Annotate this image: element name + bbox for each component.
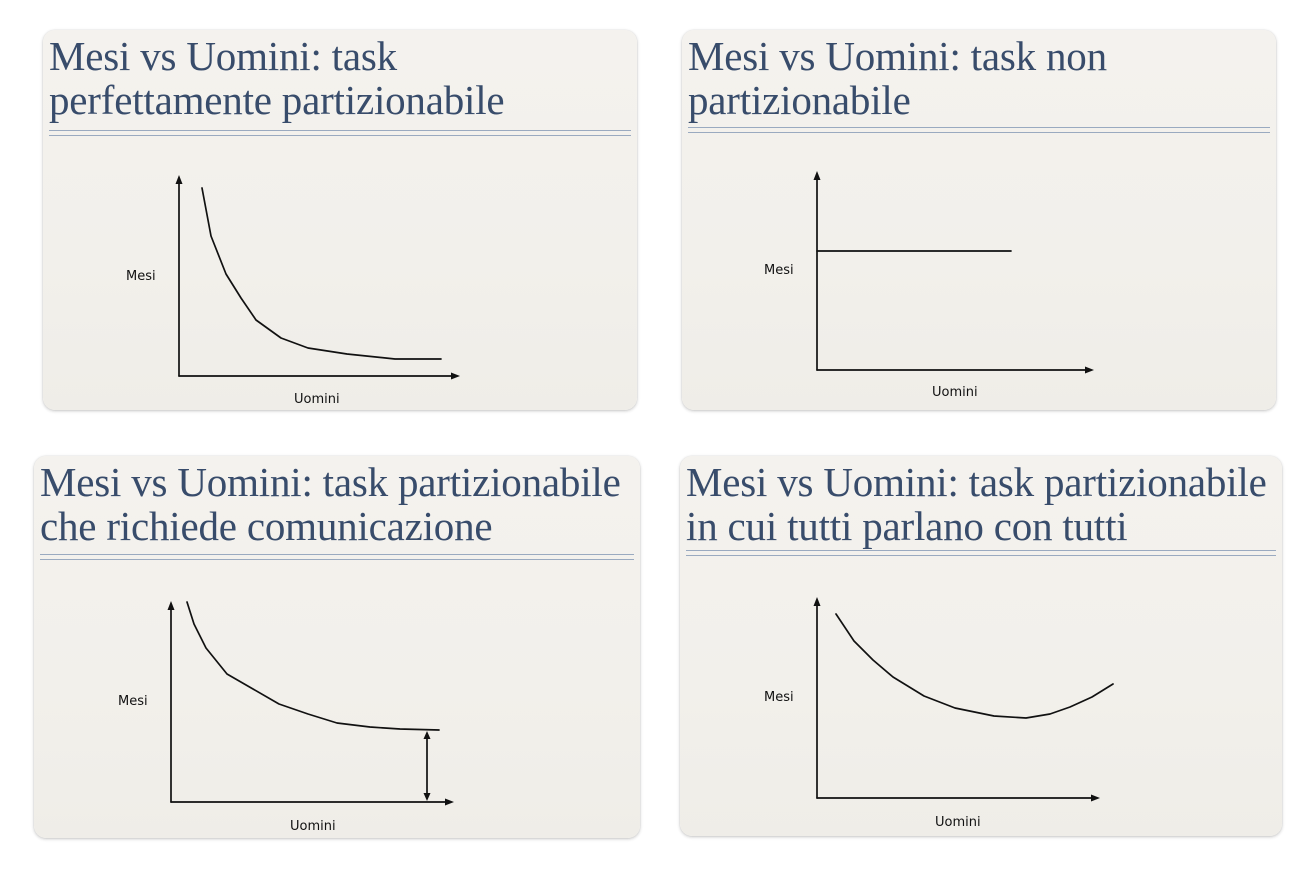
slide-title-line-2: che richiede comunicazione (40, 503, 493, 549)
slide-title: Mesi vs Uomini: task partizionabile che … (40, 460, 621, 548)
x-axis-label: Uomini (290, 819, 336, 834)
slide-title-line-1: Mesi vs Uomini: task (49, 33, 397, 79)
y-axis-arrowhead (167, 601, 175, 610)
diagram: Mesi Uomini (118, 601, 454, 834)
title-divider (686, 550, 1276, 556)
curve-decreasing (201, 187, 442, 360)
minimum-marker-arrowhead-top (423, 731, 431, 739)
title-divider (49, 130, 631, 136)
x-axis-arrowhead (1085, 366, 1094, 374)
x-axis-label: Uomini (935, 815, 981, 830)
x-axis-label: Uomini (294, 392, 340, 407)
slide-perfectly-partitionable: Mesi vs Uomini: task perfettamente parti… (43, 30, 637, 410)
x-axis-arrowhead (1091, 794, 1100, 802)
slide-title-line-2: in cui tutti parlano con tutti (686, 503, 1128, 549)
title-divider (40, 554, 634, 560)
diagram: Mesi Uomini (764, 597, 1114, 830)
diagram: Mesi Uomini (126, 175, 460, 407)
y-axis-label: Mesi (764, 263, 794, 278)
minimum-marker-arrowhead-bottom (423, 793, 431, 801)
slide-title-line-1: Mesi vs Uomini: task non (688, 33, 1107, 79)
slide-title: Mesi vs Uomini: task non partizionabile (688, 34, 1107, 122)
y-axis-arrowhead (813, 597, 821, 606)
curve-u-shaped (835, 613, 1114, 719)
slide-everyone-talks-to-everyone: Mesi vs Uomini: task partizionabile in c… (680, 456, 1282, 836)
curve-decreasing-with-overhead (186, 601, 440, 731)
slide-non-partitionable: Mesi vs Uomini: task non partizionabile … (682, 30, 1276, 410)
diagram: Mesi Uomini (764, 171, 1094, 400)
y-axis-arrowhead (813, 171, 821, 180)
slide-title-line-1: Mesi vs Uomini: task partizionabile (40, 459, 621, 505)
x-axis-label: Uomini (932, 385, 978, 400)
slide-title-line-1: Mesi vs Uomini: task partizionabile (686, 459, 1267, 505)
y-axis-label: Mesi (764, 690, 794, 705)
y-axis-arrowhead (175, 175, 183, 184)
slide-title-line-2: partizionabile (688, 77, 911, 123)
y-axis-label: Mesi (126, 269, 156, 284)
slide-partitionable-with-communication: Mesi vs Uomini: task partizionabile che … (34, 456, 640, 838)
y-axis-label: Mesi (118, 694, 148, 709)
slide-title-line-2: perfettamente partizionabile (49, 77, 505, 123)
slide-title: Mesi vs Uomini: task partizionabile in c… (686, 460, 1267, 548)
slide-title: Mesi vs Uomini: task perfettamente parti… (49, 33, 505, 123)
title-divider (688, 127, 1270, 133)
x-axis-arrowhead (451, 372, 460, 380)
x-axis-arrowhead (445, 798, 454, 806)
